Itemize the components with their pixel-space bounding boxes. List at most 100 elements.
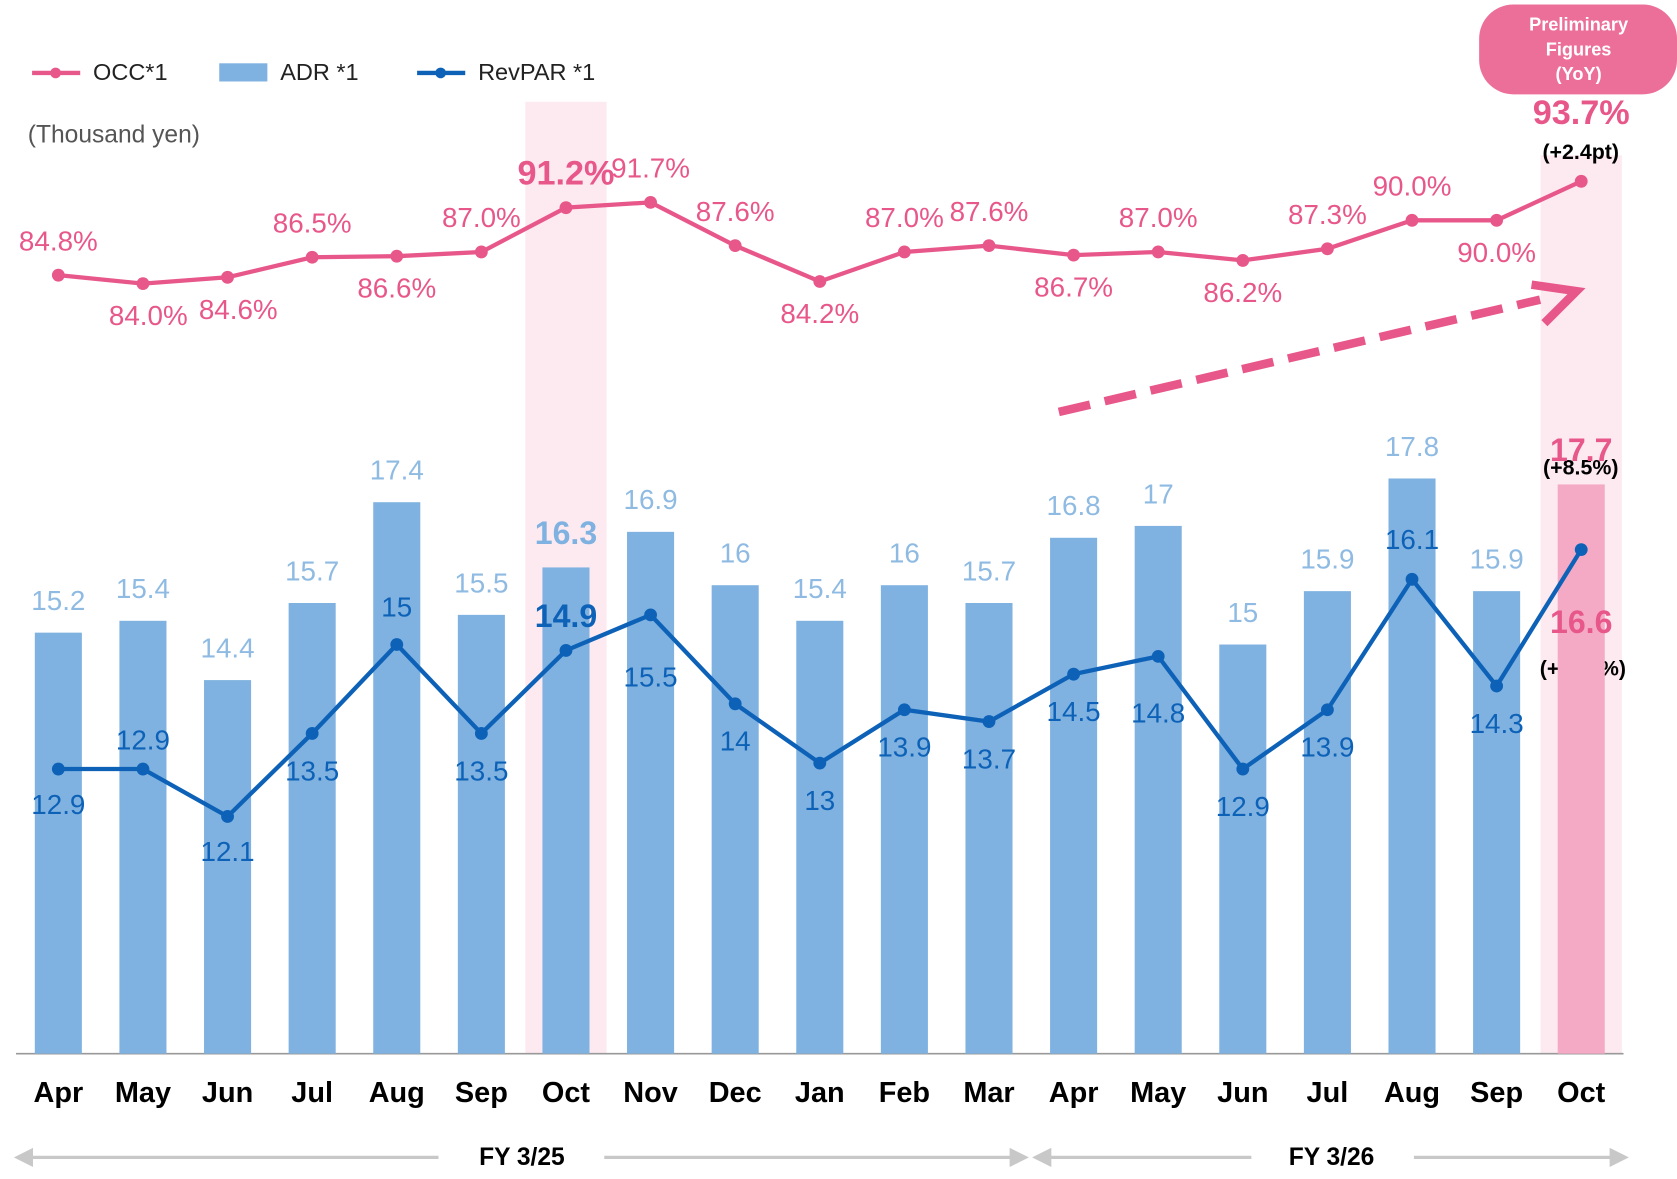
unit-label: (Thousand yen) bbox=[28, 122, 200, 149]
line-value-label: 84.6% bbox=[199, 294, 278, 325]
bar bbox=[1303, 591, 1351, 1054]
marker bbox=[305, 250, 319, 264]
line-value-label: 14.3 bbox=[1470, 708, 1524, 739]
line-value-label: 12.9 bbox=[31, 789, 85, 820]
bar-value-label: 15.5 bbox=[454, 567, 508, 598]
x-tick-label: Mar bbox=[963, 1077, 1014, 1109]
bar-value-label: 17.7 bbox=[1550, 432, 1612, 468]
trend-arrow bbox=[1057, 295, 1542, 417]
marker bbox=[897, 245, 911, 259]
bar-value-label: 17 bbox=[1143, 478, 1174, 509]
line-value-label: 13.9 bbox=[877, 732, 931, 763]
marker bbox=[305, 727, 319, 740]
marker bbox=[1574, 543, 1588, 557]
marker bbox=[1320, 703, 1334, 717]
marker bbox=[390, 638, 404, 651]
bar bbox=[542, 567, 590, 1054]
x-tick-label: Apr bbox=[1049, 1077, 1099, 1109]
bar bbox=[457, 614, 505, 1054]
line-value-label: 15 bbox=[381, 592, 412, 623]
marker bbox=[474, 727, 488, 740]
bar bbox=[1219, 644, 1267, 1054]
line-value-label: 91.7% bbox=[611, 153, 690, 184]
group-label: FY 3/26 bbox=[1289, 1144, 1375, 1171]
marker bbox=[559, 644, 573, 657]
line-value-label: 86.6% bbox=[357, 273, 436, 304]
line-value-label: 13.5 bbox=[285, 755, 339, 786]
x-tick-label: Oct bbox=[542, 1077, 590, 1109]
line-value-label: 87.6% bbox=[950, 196, 1029, 227]
marker bbox=[390, 249, 404, 263]
bar-value-label: 17.4 bbox=[370, 455, 424, 486]
marker bbox=[1236, 762, 1250, 776]
line-value-label: 86.5% bbox=[273, 207, 352, 238]
line-value-label: 87.6% bbox=[696, 196, 775, 227]
bar-value-label: 16.9 bbox=[624, 484, 678, 515]
badge bbox=[1479, 4, 1677, 95]
bar bbox=[711, 585, 759, 1054]
bar-value-label: 15.7 bbox=[285, 555, 339, 586]
x-tick-label: May bbox=[1130, 1077, 1186, 1109]
bar bbox=[965, 603, 1013, 1054]
x-tick-label: May bbox=[115, 1077, 171, 1109]
marker bbox=[1067, 248, 1081, 262]
line-value-label: 13.9 bbox=[1300, 732, 1354, 763]
marker bbox=[644, 195, 657, 209]
marker bbox=[1151, 245, 1165, 259]
line-value-label: 16.6 bbox=[1550, 604, 1612, 640]
marker bbox=[982, 239, 996, 253]
marker bbox=[1067, 667, 1081, 681]
marker bbox=[982, 715, 996, 729]
marker bbox=[1405, 572, 1419, 586]
line-value-label: 87.0% bbox=[1119, 202, 1198, 233]
line-value-label: 12.9 bbox=[116, 725, 170, 756]
marker bbox=[728, 697, 742, 711]
group-label: FY 3/25 bbox=[479, 1144, 565, 1171]
line-value-label: 91.2% bbox=[517, 155, 614, 193]
line-value-label: 86.7% bbox=[1034, 272, 1113, 303]
marker bbox=[51, 268, 65, 282]
bar-value-label: 17.8 bbox=[1385, 431, 1439, 462]
x-tick-label: Sep bbox=[455, 1077, 508, 1109]
x-tick-label: Feb bbox=[879, 1077, 930, 1109]
line-value-label: 13 bbox=[804, 785, 835, 816]
badge-text: (YoY) bbox=[1556, 64, 1602, 84]
legend-swatch bbox=[435, 67, 446, 79]
line-value-label: 90.0% bbox=[1457, 237, 1536, 268]
line-value-label: 87.0% bbox=[442, 202, 521, 233]
marker bbox=[559, 201, 573, 215]
line-value-label: 13.7 bbox=[962, 744, 1016, 775]
legend-label: OCC*1 bbox=[93, 59, 167, 85]
bar bbox=[796, 620, 844, 1054]
bar bbox=[1557, 484, 1605, 1054]
line-value-label: 14 bbox=[720, 726, 751, 757]
bar-value-label: 15.4 bbox=[793, 573, 847, 604]
line-value-label: 12.1 bbox=[200, 836, 254, 867]
bar-value-label: 15 bbox=[1227, 597, 1258, 628]
line-value-label: 15.5 bbox=[624, 661, 678, 692]
line-value-label: 84.2% bbox=[780, 298, 859, 329]
marker bbox=[813, 756, 827, 770]
bar-value-label: 15.9 bbox=[1470, 544, 1524, 575]
legend-swatch bbox=[50, 67, 61, 79]
legend-label: RevPAR *1 bbox=[478, 59, 595, 85]
marker bbox=[1574, 174, 1588, 188]
x-tick-label: Jun bbox=[1217, 1077, 1268, 1109]
bar bbox=[204, 680, 252, 1054]
bar-value-label: 16.8 bbox=[1047, 490, 1101, 521]
bar-value-label: 14.4 bbox=[200, 632, 254, 663]
bar-value-label: 16 bbox=[889, 538, 920, 569]
annotation: (+2.4pt) bbox=[1542, 140, 1619, 164]
line-value-label: 84.8% bbox=[19, 225, 98, 256]
bar-value-label: 15.7 bbox=[962, 555, 1016, 586]
bar bbox=[119, 620, 167, 1054]
bar bbox=[34, 632, 82, 1054]
x-tick-label: Aug bbox=[1384, 1077, 1440, 1109]
bar bbox=[1388, 478, 1436, 1054]
marker bbox=[136, 762, 150, 776]
line-value-label: 90.0% bbox=[1373, 171, 1452, 202]
line-value-label: 87.3% bbox=[1288, 199, 1367, 230]
line-value-label: 84.0% bbox=[109, 300, 188, 331]
